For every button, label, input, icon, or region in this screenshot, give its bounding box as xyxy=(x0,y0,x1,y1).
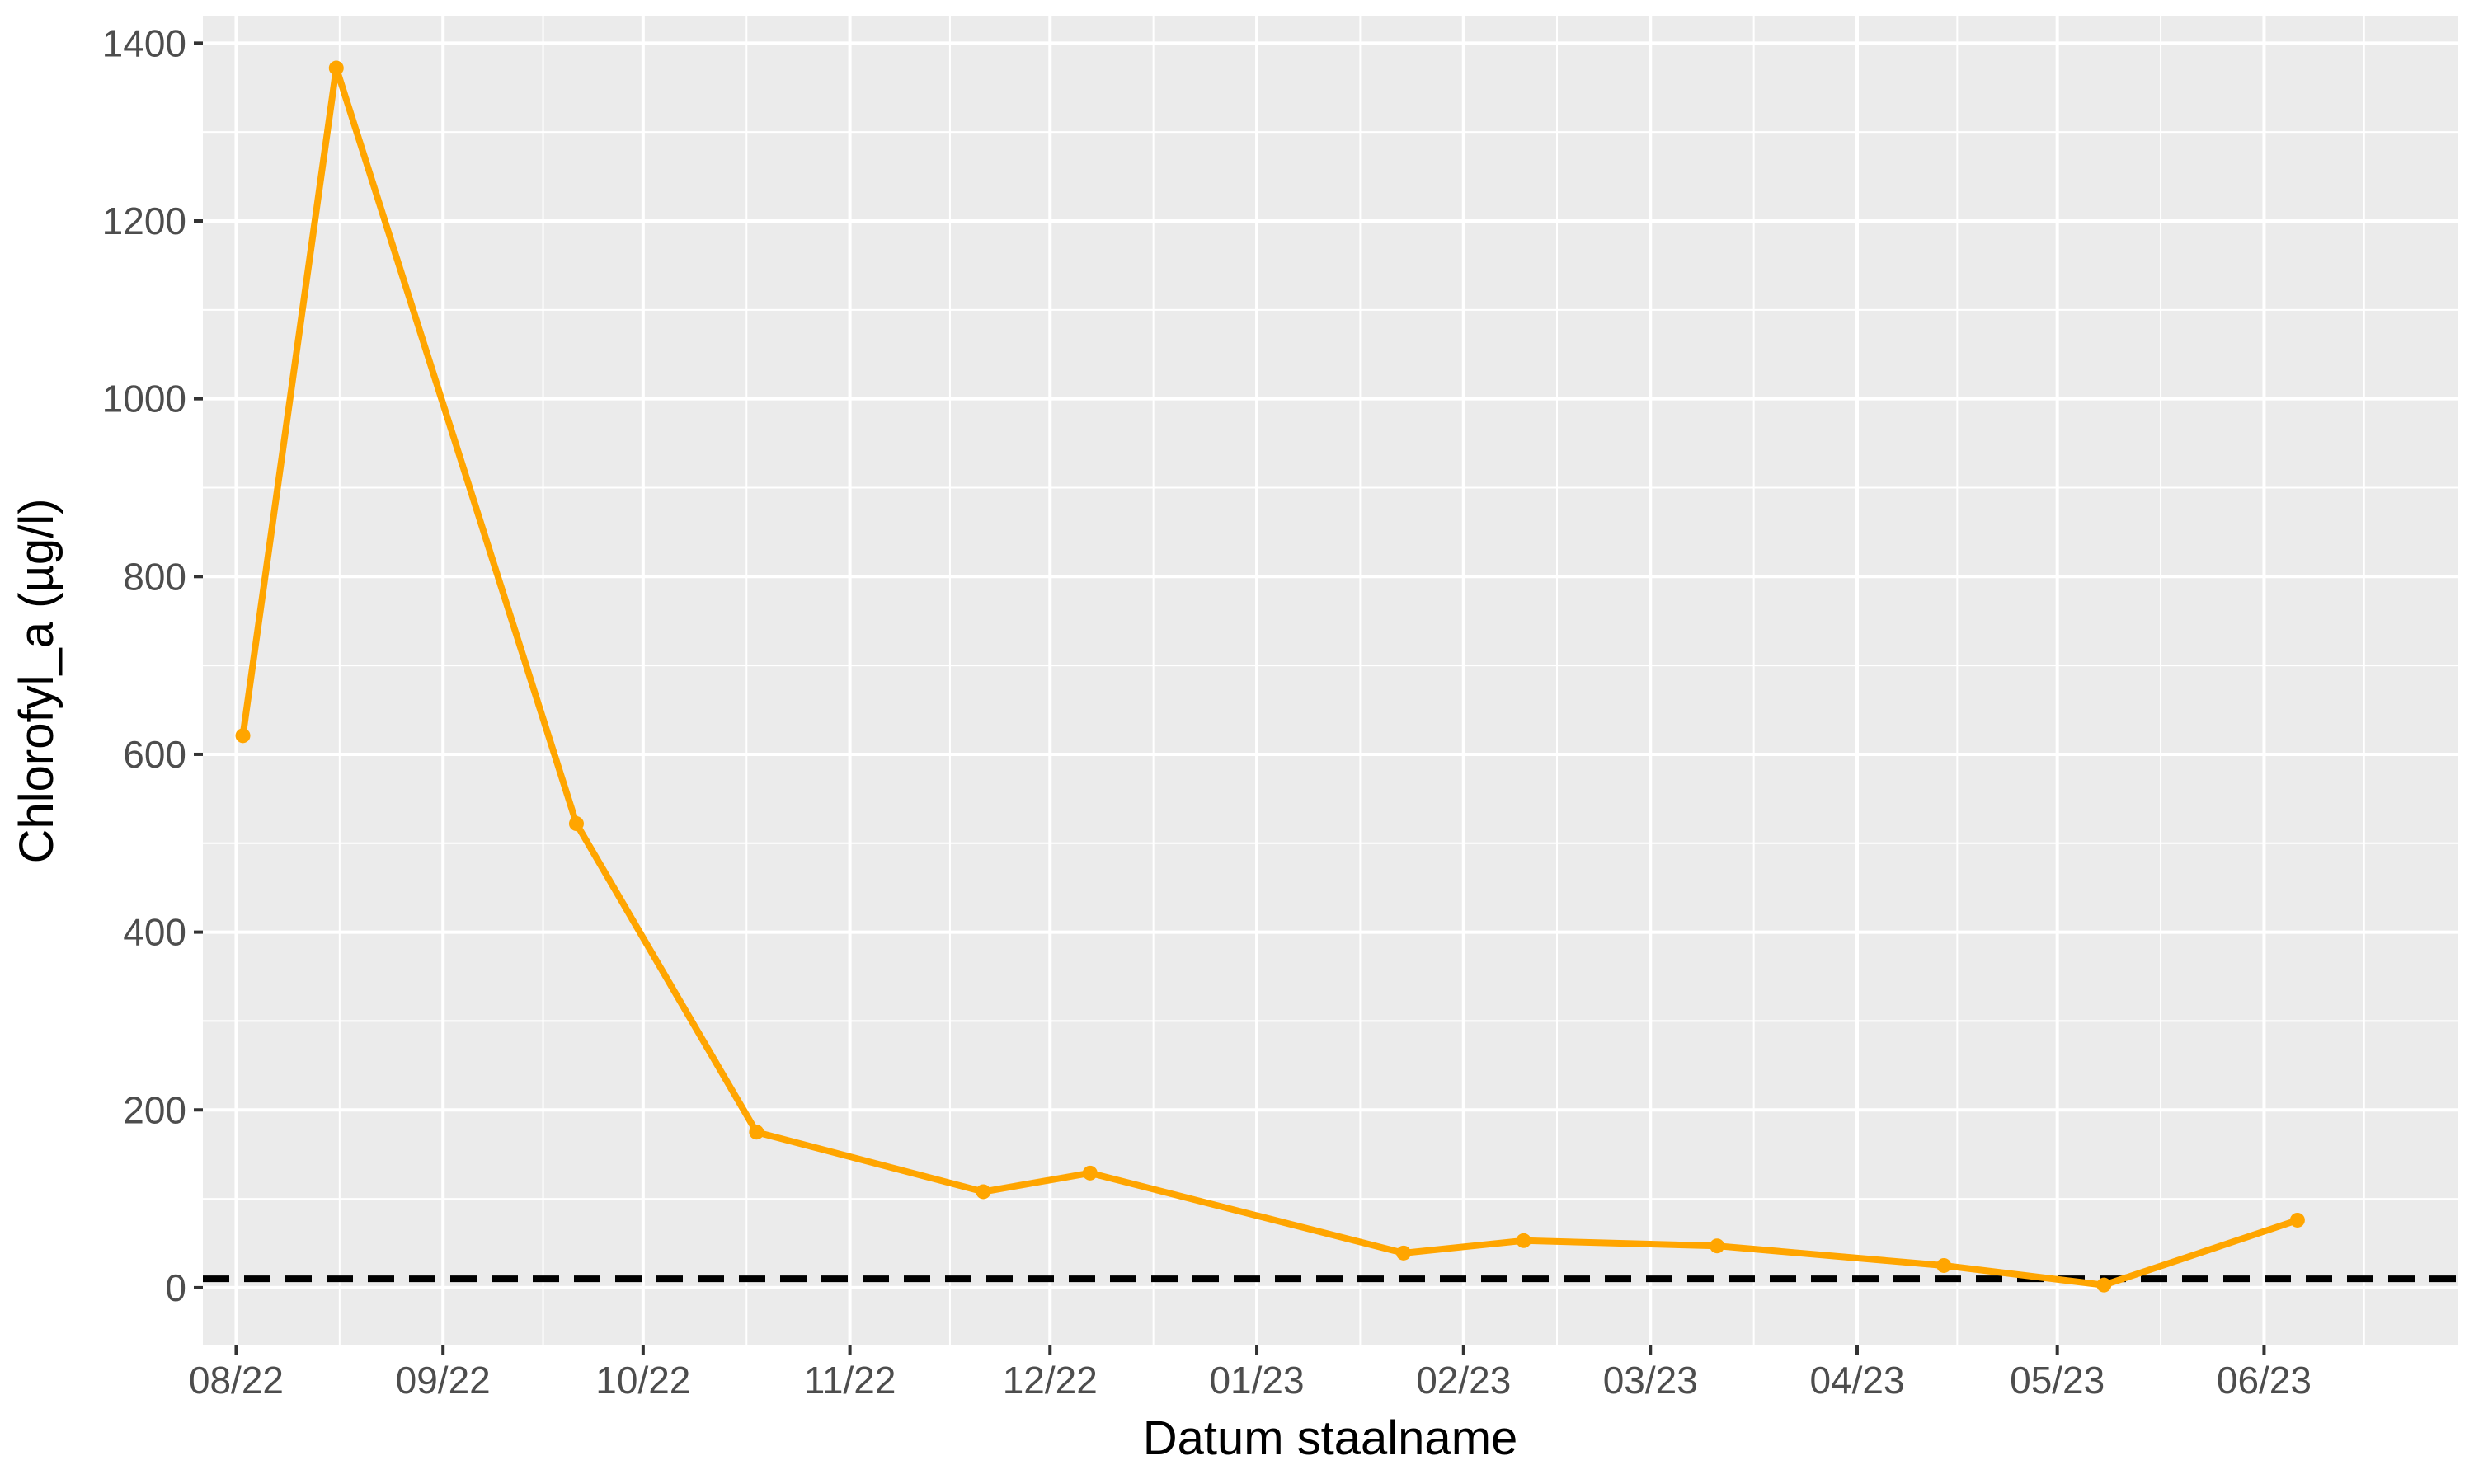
x-tick-label: 12/22 xyxy=(1003,1359,1098,1402)
data-point xyxy=(1395,1245,1411,1261)
data-point xyxy=(328,60,344,76)
y-tick-label: 1200 xyxy=(102,200,186,242)
data-point xyxy=(1516,1233,1531,1248)
y-axis: 0 200 400 600 800 1000 1200 1400 xyxy=(102,21,203,1309)
y-tick-label: 1000 xyxy=(102,378,186,420)
y-tick-label: 600 xyxy=(123,733,186,776)
y-tick-label: 0 xyxy=(165,1266,186,1309)
x-axis-title: Datum staalname xyxy=(1143,1411,1518,1465)
grid-minor-y xyxy=(203,131,2458,1200)
x-tick-label: 05/23 xyxy=(2010,1359,2105,1402)
y-axis-title: Chlorofyl_a (µg/l) xyxy=(10,499,63,864)
x-tick-label: 02/23 xyxy=(1416,1359,1511,1402)
x-tick-label: 04/23 xyxy=(1809,1359,1904,1402)
y-tick-label: 200 xyxy=(123,1088,186,1131)
x-axis: 08/22 09/22 10/22 11/22 12/22 01/23 02/23 03/23… xyxy=(189,1345,2312,1402)
y-tick-label: 800 xyxy=(123,555,186,598)
data-point xyxy=(2289,1212,2305,1228)
plot-panel xyxy=(203,16,2458,1345)
y-tick-label: 400 xyxy=(123,911,186,954)
data-point xyxy=(235,728,251,744)
data-point xyxy=(568,816,584,832)
data-point xyxy=(1936,1257,1952,1273)
x-tick-label: 09/22 xyxy=(396,1359,491,1402)
x-tick-label: 08/22 xyxy=(189,1359,284,1402)
x-tick-label: 06/23 xyxy=(2217,1359,2312,1402)
x-tick-label: 03/23 xyxy=(1603,1359,1698,1402)
data-point xyxy=(1082,1165,1098,1181)
grid-major-x xyxy=(234,16,2266,1345)
data-point xyxy=(1710,1238,1725,1254)
x-tick-label: 10/22 xyxy=(595,1359,690,1402)
data-point xyxy=(749,1125,764,1140)
grid-major-y xyxy=(203,41,2458,1289)
grid-minor-x xyxy=(338,16,2365,1345)
data-point xyxy=(976,1184,991,1200)
data-point xyxy=(2096,1277,2112,1293)
y-tick-label: 1400 xyxy=(102,21,186,64)
x-tick-label: 11/22 xyxy=(804,1359,896,1402)
x-tick-label: 01/23 xyxy=(1209,1359,1304,1402)
series-line xyxy=(239,64,2299,1289)
data-points xyxy=(235,60,2305,1293)
